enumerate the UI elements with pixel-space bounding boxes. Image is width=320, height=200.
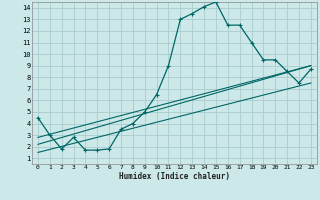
X-axis label: Humidex (Indice chaleur): Humidex (Indice chaleur) bbox=[119, 172, 230, 181]
